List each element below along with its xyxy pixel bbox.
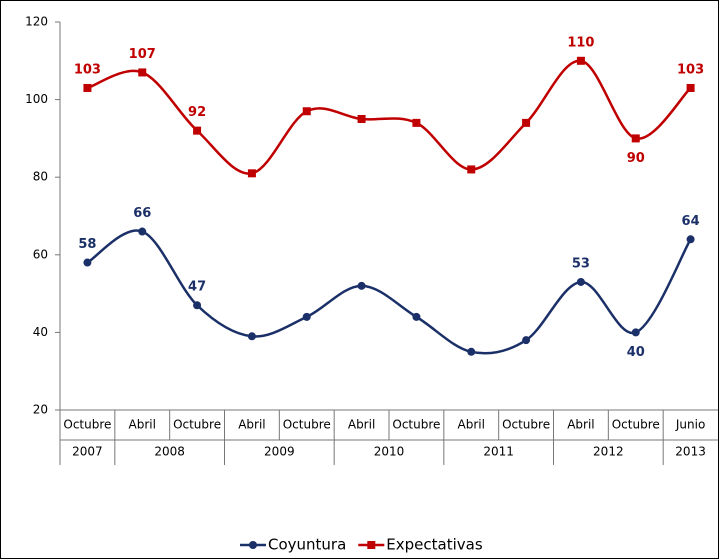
marker xyxy=(247,169,256,178)
marker xyxy=(467,165,476,174)
data-label: 40 xyxy=(627,345,645,360)
marker xyxy=(138,227,147,236)
series-line xyxy=(86,229,692,355)
data-label: 103 xyxy=(677,62,704,77)
year-label: 2012 xyxy=(593,445,624,459)
y-tick-label: 80 xyxy=(33,170,48,184)
data-label: 47 xyxy=(188,280,206,295)
x-tick-label: Octubre xyxy=(283,418,331,432)
marker xyxy=(576,277,585,286)
year-label: 2013 xyxy=(675,445,706,459)
year-label: 2007 xyxy=(72,445,103,459)
marker xyxy=(522,336,531,345)
y-tick-label: 40 xyxy=(33,325,48,339)
year-label: 2008 xyxy=(154,445,185,459)
x-tick-label: Abril xyxy=(567,418,594,432)
x-tick-label: Octubre xyxy=(612,418,660,432)
data-label: 90 xyxy=(627,151,645,166)
marker xyxy=(193,301,202,310)
marker xyxy=(412,312,421,321)
y-tick-label: 100 xyxy=(25,92,48,106)
marker xyxy=(686,83,695,92)
legend-marker xyxy=(367,541,376,549)
data-label: 103 xyxy=(74,62,101,77)
marker xyxy=(631,328,640,337)
y-tick-label: 60 xyxy=(33,247,48,261)
legend-label: Expectativas xyxy=(386,536,483,554)
data-label: 110 xyxy=(567,35,594,50)
legend-label: Coyuntura xyxy=(268,536,346,554)
data-label: 58 xyxy=(78,237,96,252)
data-label: 107 xyxy=(129,47,156,62)
marker xyxy=(576,56,585,65)
x-tick-label: Octubre xyxy=(392,418,440,432)
y-tick-label: 20 xyxy=(33,403,48,417)
marker xyxy=(302,312,311,321)
data-label: 64 xyxy=(682,214,700,229)
marker xyxy=(83,83,92,92)
x-tick-label: Abril xyxy=(348,418,375,432)
y-tick-label: 120 xyxy=(25,15,48,29)
marker xyxy=(193,126,202,135)
marker xyxy=(522,118,531,127)
x-tick-label: Abril xyxy=(129,418,156,432)
marker xyxy=(83,258,92,267)
x-tick-label: Abril xyxy=(238,418,265,432)
marker xyxy=(467,347,476,356)
year-label: 2011 xyxy=(483,445,514,459)
marker xyxy=(247,332,256,341)
x-tick-label: Octubre xyxy=(63,418,111,432)
x-tick-label: Junio xyxy=(675,418,705,432)
marker xyxy=(357,281,366,290)
data-label: 66 xyxy=(133,206,151,221)
legend-marker xyxy=(249,541,257,549)
marker xyxy=(138,68,147,77)
x-tick-label: Abril xyxy=(458,418,485,432)
year-label: 2010 xyxy=(374,445,405,459)
marker xyxy=(357,115,366,123)
x-tick-label: Octubre xyxy=(502,418,550,432)
x-tick-label: Octubre xyxy=(173,418,221,432)
marker xyxy=(302,107,311,116)
data-label: 53 xyxy=(572,256,590,271)
marker xyxy=(631,134,640,143)
marker xyxy=(412,118,421,127)
year-label: 2009 xyxy=(264,445,295,459)
marker xyxy=(686,235,695,244)
data-label: 92 xyxy=(188,105,206,120)
